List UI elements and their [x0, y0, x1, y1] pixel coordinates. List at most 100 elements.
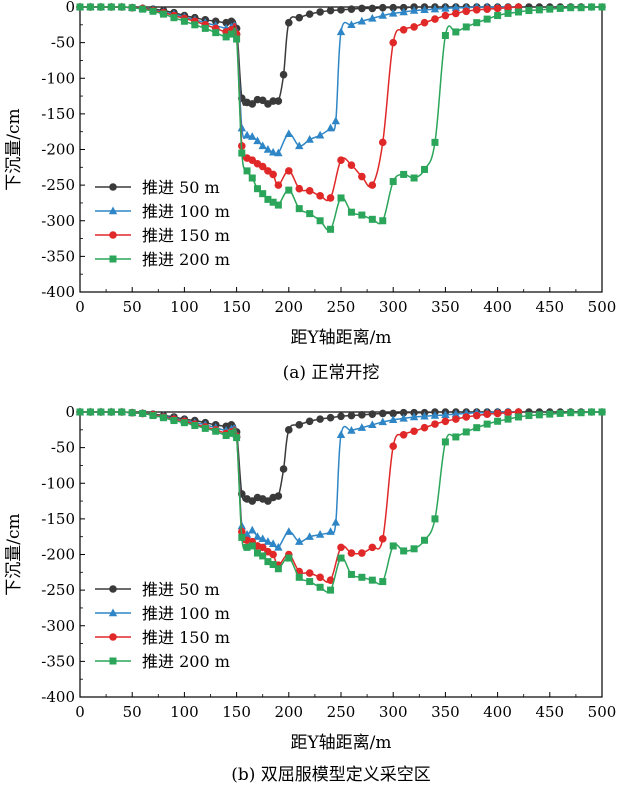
data-point — [337, 6, 345, 14]
data-point — [326, 194, 335, 202]
data-point — [284, 527, 293, 535]
data-point — [441, 11, 450, 20]
data-point — [399, 413, 408, 422]
data-point — [347, 5, 356, 13]
data-point — [191, 422, 199, 430]
data-point — [546, 410, 554, 418]
data-point — [118, 3, 126, 11]
data-point — [268, 147, 278, 156]
data-point — [170, 14, 178, 22]
legend-label: 推进 50 m — [142, 580, 220, 599]
data-point — [598, 3, 606, 11]
x-tick-label: 300 — [379, 298, 408, 316]
y-tick-label: -150 — [41, 510, 75, 528]
x-tick-label: 150 — [222, 703, 251, 721]
x-tick-label: 0 — [75, 703, 85, 721]
data-point — [577, 4, 585, 12]
legend-label: 推进 200 m — [142, 250, 230, 269]
legend-entry: 推进 150 m — [95, 628, 230, 647]
data-point — [97, 3, 105, 11]
data-point — [410, 23, 418, 31]
data-point — [358, 573, 366, 581]
legend: 推进 50 m 推进 100 m 推进 150 m 推进 200 m — [95, 178, 230, 269]
data-point — [358, 4, 366, 13]
data-point — [201, 424, 209, 432]
data-point — [305, 10, 314, 18]
legend-label: 推进 150 m — [142, 226, 230, 245]
x-tick-label: 450 — [535, 703, 564, 721]
data-point — [546, 5, 554, 13]
data-point — [462, 23, 470, 31]
data-point — [514, 413, 522, 421]
data-point — [258, 543, 267, 552]
data-point — [227, 30, 235, 38]
data-point — [347, 549, 356, 557]
data-point — [269, 550, 277, 559]
data-point — [305, 417, 314, 426]
chart-caption: (a) 正常开挖 — [283, 363, 380, 383]
x-tick-label: 100 — [170, 703, 199, 721]
data-point — [76, 408, 84, 416]
y-tick-label: -250 — [41, 176, 75, 194]
data-point — [378, 3, 387, 12]
y-tick-label: -50 — [51, 439, 75, 457]
data-point — [274, 542, 283, 551]
data-point — [567, 4, 575, 12]
data-point — [238, 533, 246, 541]
x-tick-label: 200 — [274, 703, 303, 721]
data-point — [305, 187, 314, 195]
data-point — [483, 15, 491, 23]
data-point — [451, 3, 461, 11]
data-point — [268, 539, 278, 548]
y-tick-label: 0 — [65, 403, 75, 421]
data-point — [389, 409, 398, 418]
data-point — [409, 412, 419, 421]
x-tick-label: 50 — [123, 298, 142, 316]
data-point — [420, 423, 429, 432]
data-point — [494, 12, 502, 20]
data-point — [263, 537, 273, 545]
legend-marker — [109, 585, 117, 593]
data-point — [305, 532, 314, 540]
data-point — [284, 129, 293, 138]
data-point — [577, 409, 585, 417]
data-point — [306, 578, 314, 586]
data-point — [535, 411, 543, 419]
data-point — [535, 6, 543, 14]
legend-marker — [109, 633, 117, 641]
data-point — [389, 415, 398, 424]
data-point — [358, 172, 366, 181]
x-tick-label: 400 — [483, 298, 512, 316]
data-point — [389, 38, 398, 47]
data-point — [227, 429, 235, 437]
data-point — [431, 15, 439, 23]
data-point — [149, 412, 157, 420]
y-tick-label: 0 — [65, 0, 75, 16]
data-point — [420, 411, 429, 420]
data-point — [243, 543, 251, 551]
legend-marker — [109, 657, 117, 665]
data-point — [285, 18, 293, 27]
data-point — [473, 19, 481, 27]
data-point — [326, 123, 335, 132]
legend-entry: 推进 100 m — [95, 202, 230, 221]
data-point — [378, 11, 387, 19]
data-point — [358, 549, 366, 557]
x-tick-label: 0 — [75, 298, 85, 316]
data-point — [483, 410, 491, 418]
data-point — [347, 426, 356, 434]
data-point — [253, 549, 261, 557]
data-point — [347, 411, 356, 420]
data-point — [128, 4, 136, 12]
data-point — [191, 21, 199, 29]
data-point — [264, 195, 272, 203]
data-point — [139, 5, 147, 13]
data-point — [525, 7, 533, 15]
data-point — [504, 408, 512, 417]
y-axis-label: 下沉量/cm — [4, 108, 24, 190]
data-point — [274, 181, 283, 189]
data-point — [389, 8, 398, 17]
data-point — [248, 525, 257, 534]
legend: 推进 50 m 推进 100 m 推进 150 m 推进 200 m — [95, 580, 230, 671]
data-point — [399, 431, 408, 439]
